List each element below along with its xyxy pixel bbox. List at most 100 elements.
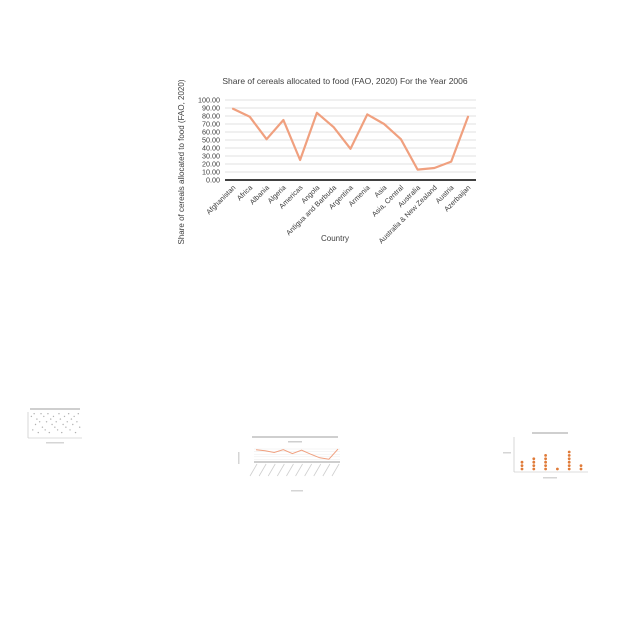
y-tick-label: 60.00 xyxy=(202,128,220,137)
thumb2-x-tick xyxy=(258,463,267,477)
thumb3-dot-columns xyxy=(520,450,583,471)
thumb-scatter-point xyxy=(54,426,56,428)
thumb2-x-tick xyxy=(286,463,294,477)
thumb3-dot xyxy=(567,467,571,471)
thumb-scatter-point xyxy=(69,429,71,431)
thumb3-dot xyxy=(544,454,547,457)
thumb3-dot xyxy=(567,450,571,454)
thumb-scatter-point xyxy=(59,418,62,420)
thumb-scatter-point xyxy=(61,431,63,434)
thumb-scatter-point xyxy=(73,415,75,418)
chart-title: Share of cereals allocated to food (FAO,… xyxy=(222,76,468,86)
thumb2-x-tick-marks xyxy=(249,463,340,477)
x-axis-label: Country xyxy=(321,234,349,243)
y-tick-label: 20.00 xyxy=(202,160,220,169)
y-tick-label: 30.00 xyxy=(202,152,220,161)
thumb-scatter-point xyxy=(33,413,35,415)
thumb2-x-tick xyxy=(304,463,313,477)
thumb-scatter-point xyxy=(62,423,64,426)
thumb2-x-tick xyxy=(313,463,322,477)
thumb3-dot xyxy=(532,464,536,467)
thumb3-dot xyxy=(544,457,547,461)
thumb3-dot xyxy=(532,460,536,464)
thumb3-dot xyxy=(520,460,524,464)
thumb-scatter-point xyxy=(65,426,67,428)
thumb-scatter-point xyxy=(74,431,77,434)
thumb-scatter-point xyxy=(30,415,33,418)
thumb2-x-tick xyxy=(295,463,303,477)
thumb-scatter-point xyxy=(45,421,48,423)
thumb2-y-label-bar xyxy=(238,452,240,464)
thumb2-title-bar-2 xyxy=(288,441,302,443)
thumb-scatter-point xyxy=(78,426,81,428)
y-tick-label: 10.00 xyxy=(202,168,220,177)
thumb-scatter-point xyxy=(67,413,70,415)
thumb3-dot xyxy=(556,467,559,471)
y-tick-label: 70.00 xyxy=(202,120,220,129)
thumb-scatter-point xyxy=(34,423,37,426)
thumb-scatter-point xyxy=(41,426,44,428)
thumb-scatter-points xyxy=(30,413,81,434)
thumb2-x-tick xyxy=(331,463,340,477)
thumb-scatter-point xyxy=(44,429,46,431)
thumb-scatter-point xyxy=(50,418,52,420)
thumb2-x-tick xyxy=(267,463,276,477)
thumb3-dot xyxy=(544,464,547,467)
thumb2-x-tick xyxy=(249,463,258,477)
thumb-scatter-point xyxy=(51,423,53,426)
data-points xyxy=(232,108,469,170)
thumb-scatter-point xyxy=(52,415,55,418)
thumb-scatter-point xyxy=(56,429,59,431)
y-tick-label: 90.00 xyxy=(202,104,220,113)
thumb3-dot xyxy=(567,464,571,467)
thumb-scatter-point xyxy=(37,431,39,434)
thumb-title-bar xyxy=(30,408,80,410)
thumb-scatter-point xyxy=(43,415,45,418)
thumb3-dot xyxy=(532,457,536,461)
thumb-scatter-point xyxy=(76,421,78,423)
thumb-scatter-point xyxy=(66,421,68,423)
y-tick-labels: 0.0010.0020.0030.0040.0050.0060.0070.008… xyxy=(198,96,220,185)
thumb-scatter-point xyxy=(32,429,34,431)
thumb3-dot xyxy=(520,464,524,467)
thumb2-x-tick xyxy=(276,463,285,477)
thumb3-dot xyxy=(579,464,583,467)
thumb-scatter-point xyxy=(48,431,51,434)
thumb-scatter-point xyxy=(72,423,74,426)
y-tick-label: 50.00 xyxy=(202,136,220,145)
thumb3-dot xyxy=(567,460,571,464)
thumb3-dot xyxy=(567,457,571,461)
thumb3-dot xyxy=(520,467,524,471)
thumb-scatter-point xyxy=(38,421,41,423)
thumb2-x-label-bar xyxy=(291,490,303,492)
thumb-scatter-point xyxy=(36,418,38,420)
thumb2-x-tick xyxy=(322,463,331,477)
y-tick-label: 0.00 xyxy=(206,176,220,185)
thumb3-dot xyxy=(544,467,547,471)
thumb2-title-bar xyxy=(252,436,338,438)
thumb3-dot xyxy=(544,460,547,464)
thumb-scatter-point xyxy=(40,413,42,415)
thumb3-y-label-bar xyxy=(503,452,511,454)
thumb-scatter-point xyxy=(58,413,60,415)
thumb3-dot xyxy=(567,454,571,457)
thumb-scatter-point xyxy=(70,418,73,420)
thumb-scatter-point xyxy=(77,413,80,415)
thumb-x-label-bar xyxy=(46,442,64,444)
y-axis-label: Share of cereals allocated to food (FAO,… xyxy=(177,79,186,244)
y-tick-label: 40.00 xyxy=(202,144,220,153)
thumb2-series-line xyxy=(255,448,339,460)
thumb3-x-label-bar xyxy=(543,477,557,479)
thumb-scatter-point xyxy=(63,415,66,418)
y-tick-label: 80.00 xyxy=(202,112,220,121)
thumb-scatter-point xyxy=(55,421,57,423)
thumb3-dot xyxy=(532,467,536,471)
thumb3-title-bar xyxy=(532,432,568,434)
y-tick-label: 100.00 xyxy=(198,96,220,105)
thumb-scatter-point xyxy=(47,413,49,415)
thumb3-dot xyxy=(579,467,583,471)
